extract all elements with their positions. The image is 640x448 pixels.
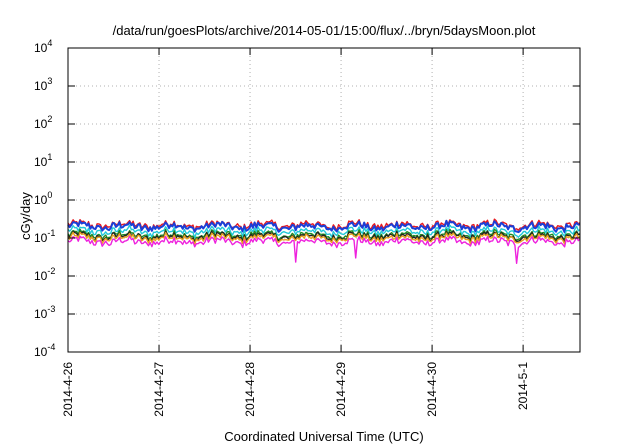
series-line	[67, 235, 581, 264]
grid	[68, 48, 580, 352]
y-tick-label: 10-4	[34, 342, 55, 359]
y-tick-label: 10-2	[34, 266, 55, 283]
x-tick-label: 2014-4-29	[334, 362, 348, 417]
chart-title: /data/run/goesPlots/archive/2014-05-01/1…	[113, 23, 536, 38]
y-tick-label: 100	[34, 190, 52, 207]
x-tick-label: 2014-4-27	[152, 362, 166, 417]
ticks	[67, 47, 580, 353]
series-line	[67, 224, 581, 239]
series-line	[67, 228, 581, 242]
y-tick-label: 10-1	[34, 228, 55, 245]
series-layer	[67, 218, 581, 264]
x-tick-label: 2014-4-28	[243, 362, 257, 417]
series-line	[67, 231, 581, 246]
y-tick-label: 101	[34, 152, 52, 169]
y-tick-label: 103	[34, 76, 52, 93]
y-tick-label: 10-3	[34, 304, 55, 321]
series-line	[67, 219, 581, 234]
x-axis-label: Coordinated Universal Time (UTC)	[224, 429, 423, 444]
y-tick-labels: 10-4 10-3 10-2 10-1 100 101 102 103 104	[34, 38, 55, 359]
x-tick-labels: 2014-4-26 2014-4-27 2014-4-28 2014-4-29 2014…	[61, 362, 530, 417]
y-tick-label: 102	[34, 114, 52, 131]
x-tick-label: 2014-4-30	[425, 362, 439, 417]
x-tick-label: 2014-5-1	[516, 362, 530, 410]
y-axis-label: cGy/day	[18, 192, 33, 240]
y-tick-label: 104	[34, 38, 52, 55]
x-tick-label: 2014-4-26	[61, 362, 75, 417]
